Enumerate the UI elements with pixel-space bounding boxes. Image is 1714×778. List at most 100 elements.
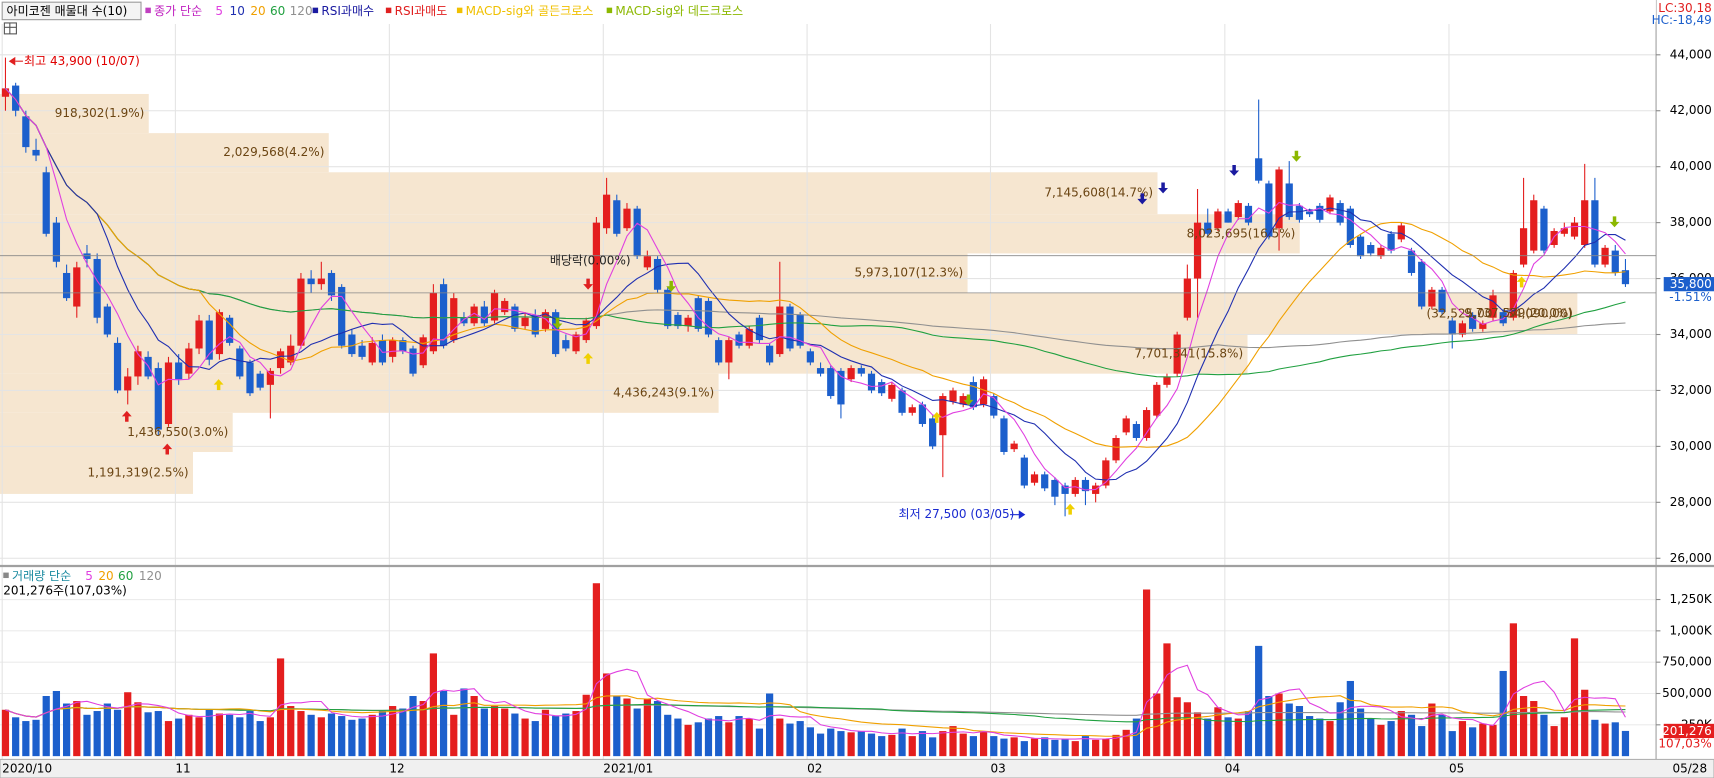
legend-label: MACD-sig와 골든크로스 (466, 4, 594, 18)
candle-body (256, 373, 264, 388)
candle-body (806, 351, 814, 363)
moving-average (5, 88, 1626, 481)
volume-bar (1469, 727, 1477, 757)
candle-body (42, 172, 50, 234)
volume-bar (175, 718, 183, 757)
volume-bar (837, 731, 845, 757)
candle-body (1102, 460, 1110, 486)
ex-dividend-label: 배당락(0.00%) (550, 254, 631, 268)
candle-body (358, 345, 366, 357)
candle-body (287, 345, 295, 363)
volume-bar (1204, 718, 1212, 757)
candle-body (1173, 334, 1181, 374)
volume-bar (786, 723, 794, 757)
volume-bar (1306, 716, 1314, 757)
candle-body (888, 384, 896, 399)
volume-bar (1285, 703, 1293, 757)
candle-body (1306, 211, 1314, 215)
volume-bar (796, 721, 804, 757)
candle-body (1407, 250, 1416, 273)
volume-bar (929, 737, 937, 757)
candle-body (124, 376, 132, 391)
volume-profile-bar (0, 133, 329, 173)
volume-bar (969, 736, 977, 757)
candle-body (22, 116, 30, 148)
volume-bar (103, 703, 111, 757)
volume-bar (226, 714, 234, 757)
y-tick-label: 1,250K (1670, 592, 1713, 606)
candle-body (704, 300, 713, 335)
y-tick-label: 30,000 (1670, 439, 1712, 453)
y-tick-label: 44,000 (1670, 47, 1712, 61)
moving-average (5, 88, 1626, 448)
volume-bar (1581, 689, 1589, 757)
volume-bar (236, 717, 244, 757)
signal-arrow (1229, 164, 1240, 176)
volume-bar (867, 733, 876, 757)
volume-moving-average (5, 664, 1626, 740)
x-tick-label: 2021/01 (603, 762, 653, 776)
volume-bar (1092, 739, 1100, 757)
candle-body (969, 382, 977, 408)
candle-body (1214, 211, 1222, 229)
moving-average (5, 88, 1626, 491)
volume-bar (73, 701, 81, 757)
candle-body (1193, 222, 1202, 279)
volume-bar (1255, 645, 1263, 757)
volume-bar (470, 696, 478, 757)
volume-bar (1560, 717, 1568, 757)
candle-body (796, 314, 804, 346)
volume-bar (450, 714, 458, 757)
volume-bar (1, 709, 10, 757)
volume-bar (419, 701, 427, 757)
volume-bar (1570, 638, 1579, 757)
volume-bar (246, 711, 254, 757)
volume-bar (205, 709, 213, 757)
volume-bar (1519, 696, 1528, 757)
volume-profile-label: 4,436,243(9.1%) (613, 386, 714, 400)
signal-arrow (1291, 150, 1302, 162)
profile-extra-label: 34,090,00) (1506, 307, 1572, 321)
volume-profile-label: 9,737,579(20.0%) (1464, 306, 1573, 320)
candle-body (1265, 183, 1273, 237)
candle-body (1591, 200, 1599, 265)
candle-body (684, 317, 692, 327)
volume-bar (816, 733, 825, 757)
volume-bar (389, 706, 397, 757)
y-tick-label: 500,000 (1662, 686, 1712, 700)
volume-bar (806, 727, 814, 757)
candle-body (215, 312, 224, 355)
last-price-box (1663, 277, 1714, 292)
candle-body (898, 390, 906, 413)
volume-bar (195, 717, 203, 757)
candle-body (1326, 197, 1334, 212)
legend-swatch (385, 7, 392, 14)
volume-bar (124, 692, 132, 757)
candle-body (1560, 228, 1568, 234)
candle-body (511, 306, 519, 329)
legend-label: MACD-sig와 데드크로스 (615, 4, 743, 18)
candle-body (613, 200, 621, 234)
volume-bar (154, 711, 162, 757)
volume-profile-bar (0, 451, 193, 494)
volume-bar (409, 696, 417, 757)
candle-body (1346, 208, 1354, 246)
volume-profile-bar (0, 172, 1158, 215)
volume-bar (266, 717, 274, 757)
volume-bar (918, 731, 927, 757)
legend-swatch (312, 7, 319, 14)
volume-bar (1387, 721, 1395, 757)
candle-body (1183, 278, 1191, 318)
volume-bar (83, 714, 91, 757)
volume-bar (144, 712, 152, 757)
volume-bar (776, 718, 784, 757)
signal-arrow (1516, 276, 1527, 288)
volume-summary: 201,276주(107,03%) (3, 584, 127, 598)
signal-arrow (1609, 216, 1620, 228)
candle-body (1570, 222, 1579, 237)
volume-bar (1275, 693, 1283, 757)
legend-swatch (456, 7, 463, 14)
volume-profile-label: 2,029,568(4.2%) (223, 145, 324, 159)
volume-bar (1193, 712, 1202, 757)
